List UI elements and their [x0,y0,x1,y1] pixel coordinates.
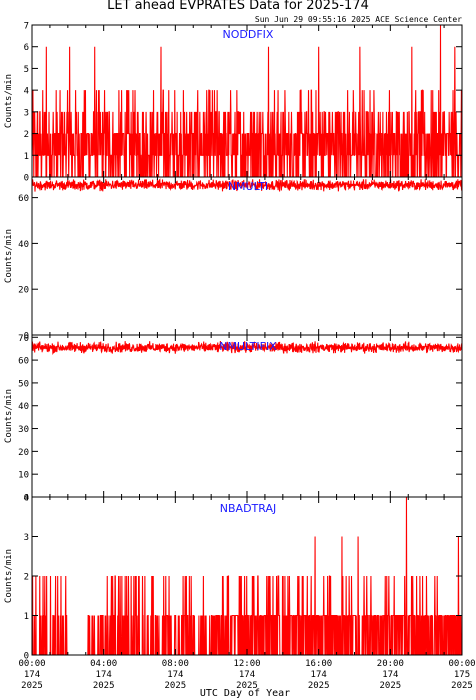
x-tick-label: 12:00 [233,659,260,669]
y-tick-label: 0 [24,332,29,342]
series-line-nmulti [31,178,463,192]
y-tick-label: 0 [24,494,29,504]
timestamp: Sun Jun 29 09:55:16 2025 ACE Science Cen… [255,15,462,24]
x-tick-label: 2025 [164,681,186,691]
y-tick-label: 10 [18,471,29,481]
plot-frame [31,334,463,498]
y-tick-label: 3 [24,108,29,118]
x-tick-label: 174 [24,670,40,680]
y-tick-label: 50 [18,379,29,389]
x-tick-label: 174 [167,670,183,680]
panel-label-noddfix: NODDFIX [223,28,274,41]
x-tick-label: 16:00 [305,659,332,669]
panel-noddfix: 0 1 2 3 4 5 6 7 Counts/min NODDFIX [4,22,463,184]
panel-label-nmultifix: NMULTIFIX [219,340,277,353]
y-axis-title: Counts/min [4,389,14,443]
x-tick-label: 04:00 [90,659,117,669]
y-tick-label: 70 [18,334,29,344]
x-tick-label: 2025 [21,681,43,691]
y-tick-label: 40 [18,402,29,412]
panels: 01234567Counts/minNODDFIX0204060Counts/m… [4,22,476,692]
y-axis-title: Counts/min [4,549,14,603]
y-tick-label: 2 [24,573,29,583]
y-tick-label: 2 [24,130,29,140]
y-axis-title: Counts/min [4,74,14,128]
y-axis-title: Counts/min [4,229,14,283]
y-tick-label: 4 [24,494,29,504]
x-tick-label: 174 [311,670,327,680]
panel-nmulti: 0 20 40 60 Counts/min NMULTI [4,176,463,342]
x-tick-label: 2025 [93,681,115,691]
y-tick-label: 30 [18,425,29,435]
x-tick-label: 2025 [308,681,330,691]
x-tick-label: 00:00 [18,659,45,669]
series-line-noddfix [31,24,463,178]
y-tick-label: 7 [24,22,29,32]
x-tick-label: 2025 [379,681,401,691]
x-tick-label: 175 [454,670,470,680]
x-tick-label: 08:00 [162,659,189,669]
y-tick-label: 20 [18,286,29,296]
y-tick-label: 0 [24,174,29,184]
y-tick-label: 4 [24,87,29,97]
y-tick-label: 6 [24,43,29,53]
y-tick-label: 40 [18,240,29,250]
plot-frame [31,176,463,336]
y-tick-label: 0 [24,652,29,662]
y-tick-label: 3 [24,533,29,543]
y-tick-label: 60 [18,357,29,367]
x-tick-label: 174 [382,670,398,680]
series-line-nmultifix [31,340,463,355]
panel-nbadtraj: 0 1 2 3 4 Counts/min NBADTRAJ [4,494,463,662]
y-tick-label: 1 [24,152,29,162]
panel-label-nmulti: NMULTI [228,180,268,193]
figure-title: LET ahead EVPRATES Data for 2025-174 [107,0,369,13]
x-tick-label: 2025 [236,681,258,691]
y-tick-label: 5 [24,65,29,75]
y-tick-label: 1 [24,612,29,622]
y-tick-label: 20 [18,448,29,458]
x-tick-label: 2025 [451,681,473,691]
x-tick-label: 174 [96,670,112,680]
x-axis-label: UTC Day of Year [200,688,290,699]
y-tick-label: 60 [18,194,29,204]
x-tick-label: 00:00 [448,659,475,669]
x-tick-label: 174 [239,670,255,680]
x-tick-label: 20:00 [377,659,404,669]
panel-label-nbadtraj: NBADTRAJ [220,502,276,515]
series-line-nbadtraj [31,496,462,656]
